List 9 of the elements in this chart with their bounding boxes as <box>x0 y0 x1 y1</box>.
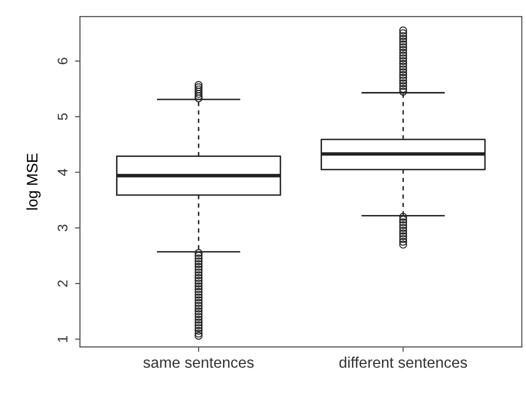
y-tick-label: 4 <box>58 168 68 176</box>
x-tick-label: same sentences <box>143 358 254 368</box>
y-tick-label: 2 <box>58 280 68 287</box>
y-tick-label: 6 <box>58 58 68 64</box>
y-tick-label: 1 <box>58 336 68 342</box>
y-tick-label: 5 <box>58 113 68 120</box>
y-tick-label: 3 <box>58 224 68 232</box>
x-tick-label: different sentences <box>339 356 468 368</box>
y-axis-title: log MSE <box>26 154 41 210</box>
